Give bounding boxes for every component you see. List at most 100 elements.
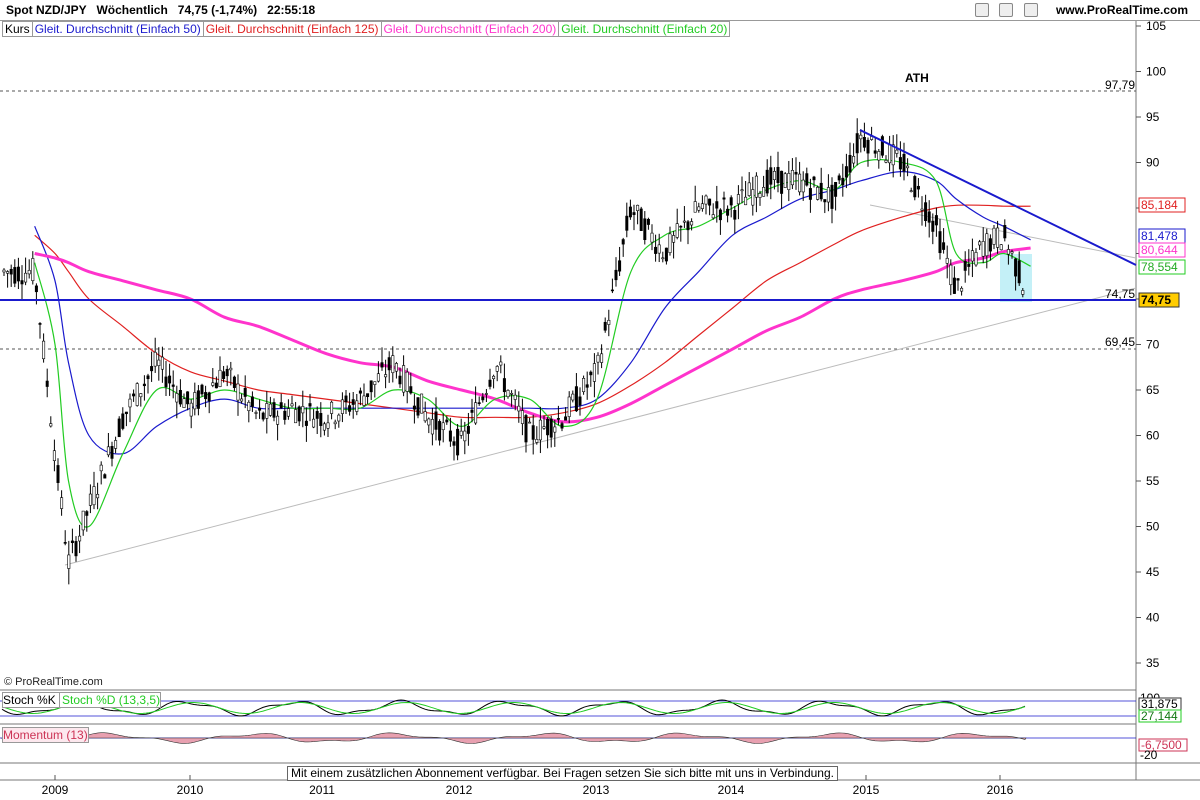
momentum-legend[interactable]: Momentum (13): [2, 727, 89, 743]
long-term-support-trendline: [64, 287, 1137, 566]
toolbar-icons: [975, 3, 1044, 22]
candle-body: [74, 541, 78, 557]
candle-body: [506, 389, 510, 398]
legend-kurs[interactable]: Kurs: [3, 22, 33, 36]
candle-body: [866, 139, 870, 154]
candle-body: [535, 438, 539, 443]
stoch-k-value: 31,875: [1141, 697, 1178, 711]
candle-body: [776, 166, 780, 183]
legend-ma200[interactable]: Gleit. Durchschnitt (Einfach 200): [381, 22, 560, 36]
candle-body: [985, 233, 989, 257]
candle-body: [510, 393, 514, 395]
candle-body: [366, 393, 370, 398]
candle-body: [394, 363, 398, 372]
candle-body: [837, 175, 841, 181]
resistance-trendline: [859, 129, 1137, 266]
stoch-k-legend[interactable]: Stoch %K: [3, 693, 56, 707]
candle-body: [70, 540, 74, 544]
site-link[interactable]: www.ProRealTime.com: [1055, 3, 1188, 17]
candle-body: [960, 287, 964, 292]
candle-body: [600, 353, 604, 363]
candle-body: [931, 220, 935, 232]
candle-body: [103, 474, 107, 479]
momentum-value: -6,7500: [1141, 738, 1182, 752]
candle-body: [348, 405, 352, 412]
candle-body: [549, 418, 553, 438]
candle-body: [200, 384, 204, 395]
candle-body: [114, 440, 118, 449]
candle-body: [859, 134, 863, 140]
print-icon[interactable]: [1023, 3, 1038, 17]
x-tick-label: 2011: [309, 783, 335, 797]
candle-body: [546, 418, 550, 436]
candle-body: [121, 413, 125, 429]
candle-body: [171, 384, 175, 387]
candle-body: [970, 250, 974, 262]
price-candles: [2, 118, 1025, 585]
candle-body: [182, 398, 186, 408]
candle-body: [632, 212, 636, 215]
y-tick-label: 65: [1146, 383, 1160, 397]
candle-body: [1010, 251, 1014, 254]
candle-body: [427, 418, 431, 426]
candle-body: [927, 211, 931, 223]
candle-body: [607, 319, 611, 325]
momentum-bottom-label: -20: [1140, 748, 1158, 762]
candle-body: [52, 450, 56, 461]
candle-body: [27, 270, 31, 275]
y-tick-label: 50: [1146, 520, 1160, 534]
candle-body: [715, 201, 719, 209]
candle-body: [646, 218, 650, 225]
legend-ma50[interactable]: Gleit. Durchschnitt (Einfach 50): [32, 22, 204, 36]
candle-body: [405, 371, 409, 392]
price-tag-ma125: 85,184: [1138, 197, 1186, 213]
candle-body: [963, 261, 967, 271]
candle-body: [520, 410, 524, 424]
candle-body: [13, 267, 17, 284]
candle-body: [956, 278, 960, 281]
candle-body: [675, 223, 679, 238]
candle-body: [974, 252, 978, 266]
candle-body: [574, 386, 578, 412]
candle-body: [456, 428, 460, 456]
price-tag-ma50: 81,478: [1138, 228, 1186, 244]
y-tick-label: 35: [1146, 656, 1160, 670]
candle-body: [301, 406, 305, 414]
stoch-legend: Stoch %K Stoch %D (13,3,5): [2, 692, 162, 708]
candle-body: [312, 418, 316, 428]
candle-body: [92, 486, 96, 506]
candle-body: [877, 151, 881, 161]
candle-body: [988, 238, 992, 252]
candle-body: [657, 244, 661, 254]
candle-body: [909, 190, 913, 192]
level-6945-label: 69,45: [1105, 335, 1135, 349]
y-tick-label: 100: [1146, 65, 1166, 79]
series-ma50-line: [34, 170, 1031, 455]
candle-body: [308, 403, 312, 407]
candle-body: [117, 418, 121, 438]
candle-body: [996, 227, 1000, 248]
candle-body: [571, 393, 575, 401]
candle-body: [679, 225, 683, 228]
candle-body: [895, 149, 899, 154]
candle-body: [391, 355, 395, 374]
candle-body: [913, 176, 917, 198]
candle-body: [704, 195, 708, 205]
candle-body: [477, 402, 481, 404]
candle-body: [726, 208, 730, 216]
candle-body: [258, 407, 262, 411]
legend-ma125[interactable]: Gleit. Durchschnitt (Einfach 125): [203, 22, 382, 36]
candle-body: [481, 396, 485, 401]
candle-body: [142, 383, 146, 387]
candle-body: [884, 160, 888, 163]
zoom-icon[interactable]: [975, 3, 989, 17]
candle-body: [621, 239, 625, 245]
candle-body: [45, 380, 49, 387]
legend-ma20[interactable]: Gleit. Durchschnitt (Einfach 20): [561, 22, 728, 36]
candle-body: [690, 221, 694, 226]
stoch-d-legend[interactable]: Stoch %D (13,3,5): [59, 693, 161, 707]
candle-body: [297, 406, 301, 422]
settings-icon[interactable]: [999, 3, 1014, 17]
title-bar: Spot NZD/JPY Wöchentlich 74,75 (-1,74%) …: [0, 0, 1200, 21]
